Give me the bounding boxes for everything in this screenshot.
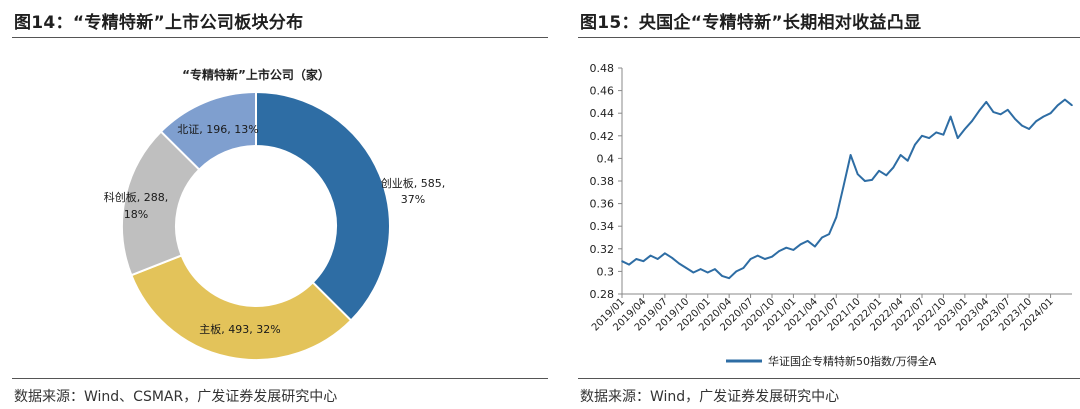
y-tick-label: 0.36 xyxy=(590,198,615,211)
line-chart: 0.28 0.3 0.32 0.34 0.36 0.38 0.4 0.42 0.44 0.46 0.… xyxy=(590,62,1073,368)
series-point xyxy=(635,258,638,260)
left-figure-title: 图14：“专精特新”上市公司板块分布 xyxy=(14,13,304,33)
series-point xyxy=(728,277,730,279)
series-point xyxy=(878,170,880,172)
right-title-divider xyxy=(578,37,1080,38)
y-tick-label: 0.34 xyxy=(590,220,615,233)
series-point xyxy=(664,252,666,255)
series-point xyxy=(814,245,816,248)
y-tick-label: 0.44 xyxy=(590,107,615,120)
series-point xyxy=(842,185,845,188)
series-point xyxy=(699,268,702,270)
donut-chart: “专精特新”上市公司（家） 创业板, 585, 37% 主板, 493, 32% 科创板… xyxy=(104,67,446,361)
series-point xyxy=(764,258,766,260)
y-tick-label: 0.42 xyxy=(590,130,615,143)
series-point xyxy=(721,275,723,277)
series-point xyxy=(621,260,623,262)
series-point xyxy=(642,260,645,262)
series-point xyxy=(671,257,673,259)
series-point xyxy=(656,258,659,260)
series-point xyxy=(1042,115,1045,118)
series-point xyxy=(771,255,773,258)
series-point xyxy=(685,267,688,269)
series-point xyxy=(742,267,745,269)
series-point xyxy=(849,154,852,156)
series-point xyxy=(856,173,859,175)
series-point xyxy=(1006,109,1009,111)
series-point xyxy=(1056,104,1059,107)
series-point xyxy=(864,180,866,182)
series-point xyxy=(906,159,909,162)
donut-slice-4 xyxy=(159,90,257,172)
series-point xyxy=(706,271,709,274)
series-point xyxy=(999,113,1002,116)
series-point xyxy=(956,137,959,139)
series-point xyxy=(942,133,945,136)
series-point xyxy=(1049,112,1052,114)
right-figure-title: 图15：央国企“专精特新”长期相对收益凸显 xyxy=(580,13,922,33)
series-point xyxy=(992,111,995,113)
series-line-1 xyxy=(621,98,1073,280)
y-tick-label: 0.48 xyxy=(590,62,615,75)
series-point xyxy=(914,144,916,146)
left-source-divider xyxy=(12,378,548,379)
series-point xyxy=(749,258,752,260)
series-point xyxy=(756,254,759,257)
y-tick-label: 0.32 xyxy=(590,243,615,256)
y-tick-label: 0.38 xyxy=(590,175,615,188)
series-point xyxy=(899,154,902,156)
series-point xyxy=(1028,128,1030,130)
series-point xyxy=(735,270,738,273)
series-point xyxy=(678,262,680,265)
series-point xyxy=(799,243,802,246)
series-point xyxy=(692,271,695,274)
series-point xyxy=(1071,104,1073,107)
donut-slice-label-3: 科创板, 288, 18% xyxy=(104,190,169,221)
left-figure-panel: 图14：“专精特新”上市公司板块分布 “专精特新”上市公司（家） 创业板, 585… xyxy=(12,13,548,405)
series-point xyxy=(628,263,630,266)
series-point xyxy=(964,128,966,130)
series-point xyxy=(1014,118,1016,120)
series-point xyxy=(835,216,838,218)
series-point xyxy=(871,179,873,181)
donut-slice-label-1: 创业板, 585, 37% xyxy=(381,176,446,206)
series-point xyxy=(649,254,652,257)
series-point xyxy=(985,101,988,103)
donut-slice-label-2: 主板, 493, 32% xyxy=(199,322,280,336)
series-point xyxy=(949,115,952,118)
series-point xyxy=(921,135,923,137)
donut-slice-label-4: 北证, 196, 13% xyxy=(177,123,258,136)
donut-slice-1 xyxy=(255,90,391,322)
donut-slice-2 xyxy=(130,254,353,361)
series-point xyxy=(785,246,788,249)
series-point xyxy=(792,249,795,251)
y-tick-label: 0.4 xyxy=(597,152,615,165)
donut-title: “专精特新”上市公司（家） xyxy=(182,67,330,82)
series-point xyxy=(806,240,809,242)
series-point xyxy=(714,268,716,270)
y-tick-label: 0.28 xyxy=(590,288,615,301)
series-point xyxy=(778,250,780,252)
series-point xyxy=(935,131,938,134)
left-source-note: 数据来源：Wind、CSMAR，广发证券发展研究中心 xyxy=(14,389,338,405)
series-point xyxy=(978,110,980,112)
series-point xyxy=(971,120,973,122)
series-point xyxy=(892,166,895,169)
series-point xyxy=(821,236,823,239)
series-point xyxy=(1021,124,1023,127)
series-point xyxy=(928,137,930,139)
series-point xyxy=(1064,98,1066,101)
left-title-divider xyxy=(12,37,548,38)
y-tick-label: 0.3 xyxy=(597,265,615,278)
legend-label: 华证国企专精特新50指数/万得全A xyxy=(768,354,937,368)
right-figure-panel: 图15：央国企“专精特新”长期相对收益凸显 0.28 0.3 0.32 0.34 0.3… xyxy=(566,0,1080,409)
right-source-note: 数据来源：Wind，广发证券发展研究中心 xyxy=(580,389,840,405)
y-tick-label: 0.46 xyxy=(590,85,615,98)
series-point xyxy=(1035,120,1038,122)
series-point xyxy=(828,233,830,235)
right-source-divider xyxy=(578,378,1080,379)
series-point xyxy=(885,174,888,177)
